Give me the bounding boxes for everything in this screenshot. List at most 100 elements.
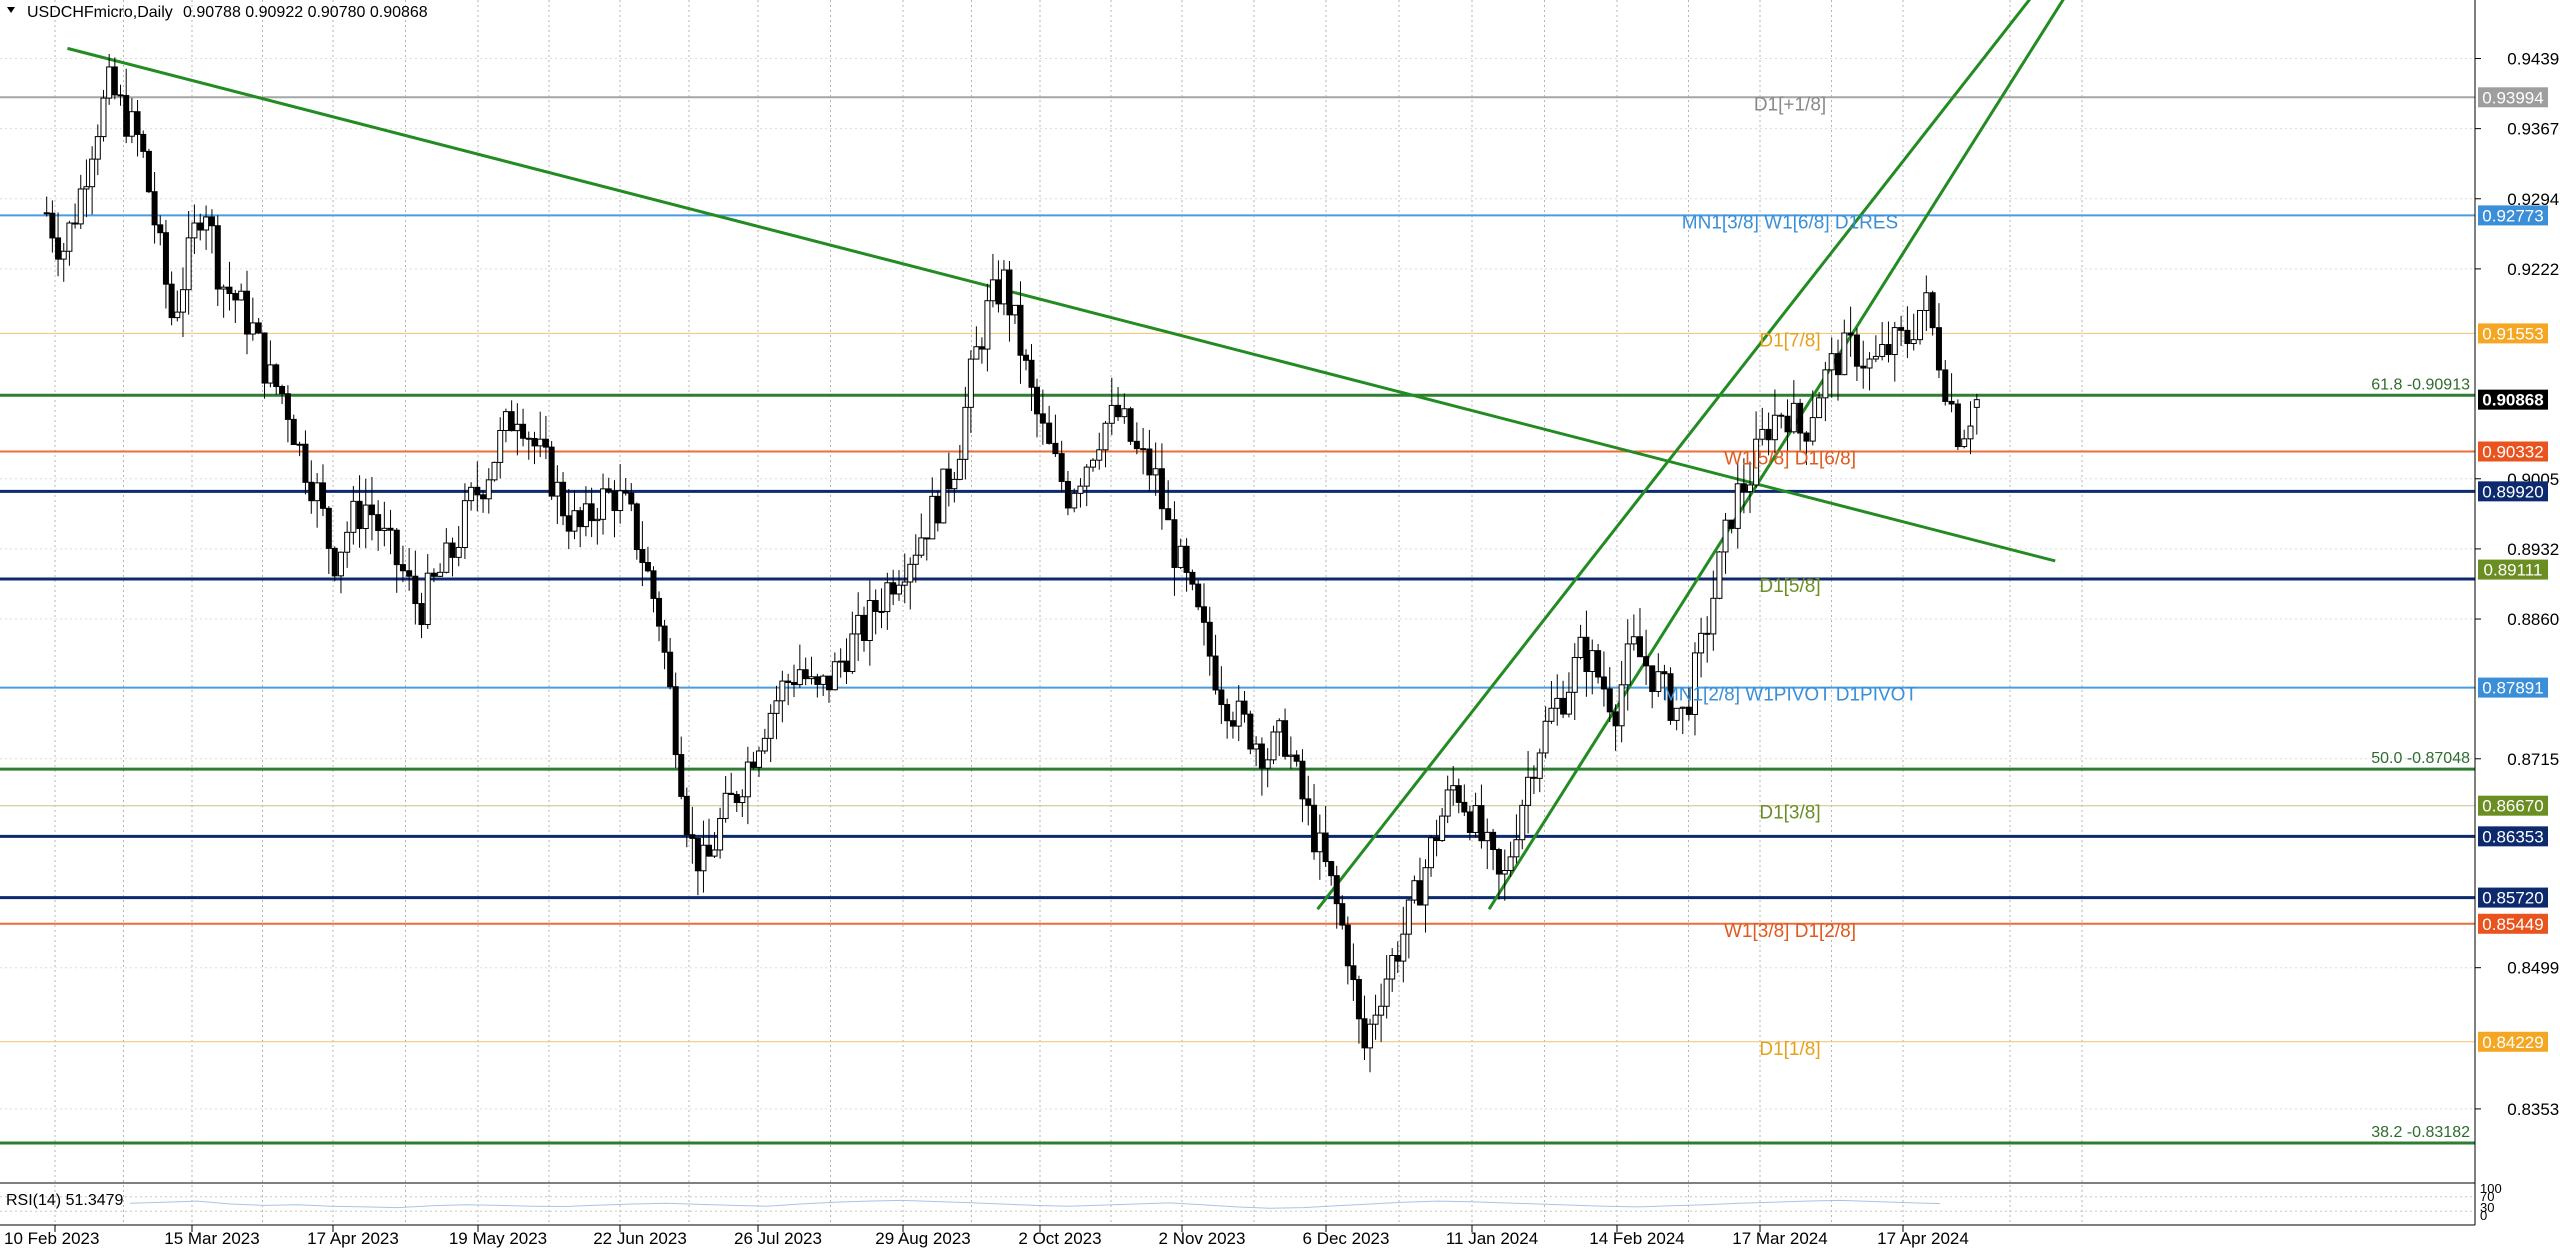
time-tick-label: 11 Jan 2024 [1446, 1229, 1538, 1248]
candle-body [1416, 880, 1423, 906]
price-tag-label: 0.93994 [2482, 88, 2543, 107]
candle-body [1253, 743, 1260, 750]
channel-lower[interactable] [1487, 0, 2069, 910]
candle-body [843, 660, 850, 673]
candle-body [571, 510, 578, 532]
descending-trendline[interactable] [67, 46, 2056, 563]
candle-body [1422, 867, 1429, 906]
candle-body [617, 490, 624, 512]
grid [0, 0, 2475, 1222]
candle-body [1133, 440, 1140, 450]
candle-body [907, 563, 914, 583]
dropdown-arrow-icon[interactable] [7, 7, 15, 13]
candle-body [1803, 432, 1810, 442]
time-tick-label: 6 Dec 2023 [1303, 1229, 1390, 1248]
candle-body [1011, 304, 1018, 316]
rsi-scale-label: 70 [2480, 1189, 2494, 1204]
candle-body [733, 793, 740, 804]
candle-body [302, 443, 309, 483]
candle-body [1064, 480, 1071, 509]
candle-body [1165, 508, 1172, 521]
candle-body [89, 158, 96, 188]
candle-body [214, 225, 221, 290]
trendlines[interactable] [67, 0, 2069, 911]
price-tag [2478, 441, 2548, 462]
candle-body [1507, 856, 1514, 871]
candle-body [1394, 955, 1401, 962]
level-label: D1[1/8] [1759, 1039, 1820, 1060]
candle-body [1484, 831, 1491, 842]
price-tag [2478, 795, 2548, 816]
candle-body [878, 610, 885, 613]
candle-body [1287, 754, 1294, 757]
candle-body [661, 625, 668, 653]
candle-body [418, 603, 425, 626]
rsi-scale-label: 0 [2480, 1208, 2487, 1223]
price-tag [2478, 389, 2548, 410]
channel-upper[interactable] [1316, 0, 2037, 911]
candle-body [261, 332, 268, 384]
candle-body [884, 582, 891, 613]
time-tick-label: 17 Apr 2024 [1877, 1229, 1969, 1248]
candle-body [560, 481, 567, 517]
candle-body [1355, 979, 1362, 1020]
candle-body [1052, 442, 1059, 455]
level-label: 38.2 -0.83182 [2371, 1124, 2470, 1141]
candle-body [1571, 656, 1578, 693]
candle-body [1466, 811, 1473, 833]
candle-body [455, 547, 462, 558]
candle-body [1612, 711, 1619, 727]
candle-body [761, 737, 768, 752]
candle-body [284, 393, 291, 420]
time-tick-label: 29 Aug 2023 [875, 1229, 970, 1248]
candle-body [375, 514, 382, 531]
candle-body [474, 486, 481, 496]
candle-body [1872, 355, 1879, 360]
candle-body [1328, 861, 1335, 877]
candle-body [1383, 978, 1390, 1007]
level-label: D1[+1/8] [1754, 94, 1826, 115]
candle-body [1405, 899, 1412, 935]
candle-body [1606, 688, 1613, 713]
candle-body [1171, 519, 1178, 568]
candle-body [866, 600, 873, 641]
candle-body [605, 488, 612, 492]
candle-body [1478, 805, 1485, 842]
candle-body [72, 222, 79, 225]
candle-body [238, 290, 245, 301]
candle-body [650, 570, 657, 599]
candle-body [1853, 334, 1860, 367]
candles [43, 54, 1980, 1073]
candle-body [344, 531, 351, 553]
candle-body [1536, 752, 1543, 779]
candle-body [1917, 309, 1924, 341]
candle-body [1183, 545, 1190, 573]
candle-body [1146, 448, 1153, 476]
time-tick-label: 10 Feb 2023 [4, 1229, 99, 1248]
price-tag [2478, 887, 2548, 908]
candle-body [1322, 832, 1329, 863]
candle-body [820, 675, 827, 685]
candle-body [60, 250, 67, 260]
candle-body [1519, 804, 1526, 841]
candle-body [1630, 636, 1637, 645]
candle-body [779, 680, 786, 702]
candle-body [1565, 691, 1572, 715]
candle-body [1127, 408, 1134, 442]
candle-body [802, 669, 809, 680]
candle-body [689, 834, 696, 839]
candle-body [678, 754, 685, 797]
price-tag [2478, 323, 2548, 344]
candle-body [1530, 776, 1537, 779]
candle-body [77, 188, 84, 225]
candle-body [179, 289, 186, 313]
symbol-title: USDCHFmicro,Daily [27, 4, 173, 21]
price-tick-label: 0.92945 [2507, 190, 2560, 209]
candle-body [1247, 713, 1254, 750]
price-tag-label: 0.90332 [2482, 442, 2543, 461]
candle-body [296, 443, 303, 446]
candle-body [1722, 519, 1729, 553]
candle-body [1828, 353, 1835, 371]
